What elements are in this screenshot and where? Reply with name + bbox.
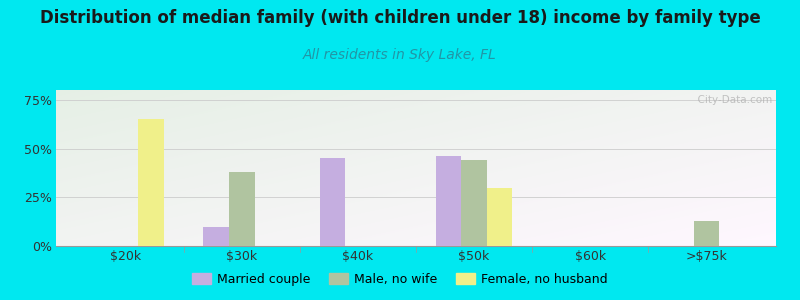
Bar	[436, 156, 462, 246]
Legend: Married couple, Male, no wife, Female, no husband: Married couple, Male, no wife, Female, n…	[187, 268, 613, 291]
Bar	[320, 158, 345, 246]
Bar	[694, 221, 719, 246]
Text: All residents in Sky Lake, FL: All residents in Sky Lake, FL	[303, 48, 497, 62]
Bar	[229, 172, 254, 246]
Bar	[462, 160, 487, 246]
Bar	[203, 226, 229, 246]
Bar	[138, 119, 164, 246]
Bar	[487, 188, 512, 246]
Text: Distribution of median family (with children under 18) income by family type: Distribution of median family (with chil…	[40, 9, 760, 27]
Text: City-Data.com: City-Data.com	[691, 95, 773, 105]
